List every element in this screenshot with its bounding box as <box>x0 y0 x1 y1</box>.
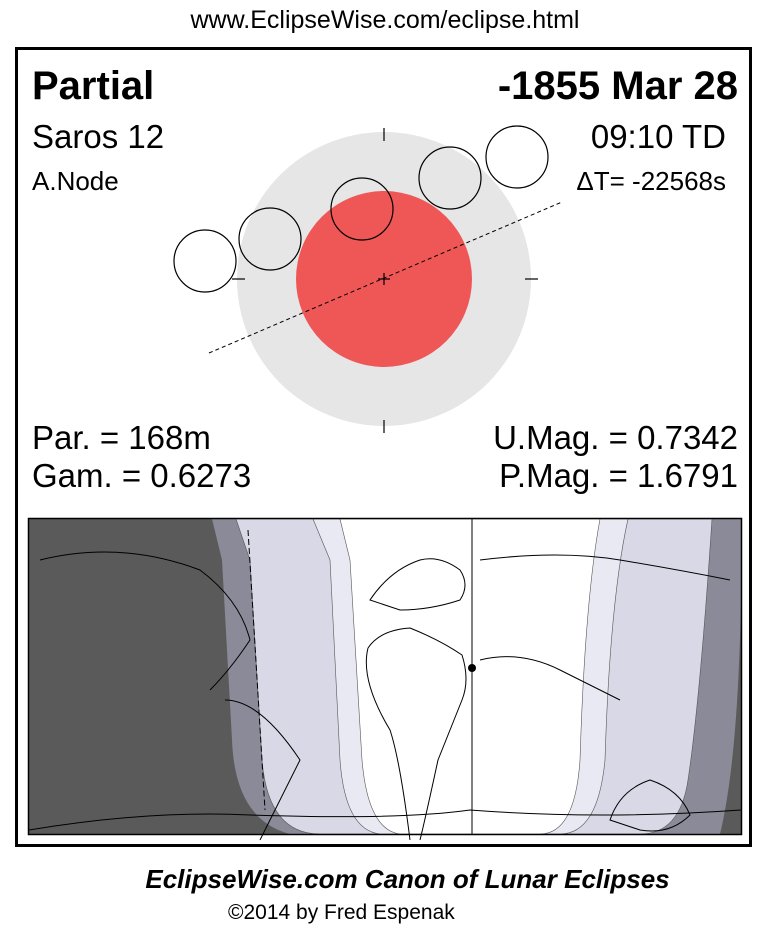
umbral-magnitude: U.Mag. = 0.7342 <box>493 419 738 456</box>
antarctica-outline <box>28 809 742 831</box>
footer-title: EclipseWise.com Canon of Lunar Eclipses <box>145 864 670 894</box>
north-america-outline <box>39 551 251 691</box>
delta-t: ΔT= -22568s <box>576 166 726 196</box>
australia-outline <box>609 779 691 832</box>
visibility-map <box>27 517 743 841</box>
footer-copyright: ©2014 by Fred Espenak <box>228 901 455 924</box>
africa-west-outline <box>365 647 411 841</box>
map-border <box>27 517 743 836</box>
sub-lunar-point <box>468 664 476 672</box>
eclipse-type: Partial <box>32 64 155 108</box>
moon-position-greatest <box>330 177 394 241</box>
africa-outline <box>367 627 467 841</box>
eclipse-time: 09:10 TD <box>590 118 726 155</box>
partial-duration: Par. = 168m <box>32 419 211 456</box>
moon-position-u1 <box>238 207 302 271</box>
south-america-outline <box>224 699 301 841</box>
moon-position-p1 <box>173 229 237 293</box>
eclipse-panel <box>15 47 752 847</box>
ecliptic-path-line <box>208 201 563 354</box>
europe-outline <box>369 558 466 611</box>
saros-number: Saros 12 <box>32 118 165 155</box>
gamma-value: Gam. = 0.6273 <box>32 457 252 494</box>
penumbral-magnitude: P.Mag. = 1.6791 <box>499 457 738 494</box>
map-full-visibility-zone <box>339 518 601 835</box>
moon-position-p4 <box>485 125 549 189</box>
asia-outline <box>479 554 731 701</box>
moon-position-u4 <box>418 146 482 210</box>
eclipse-date: -1855 Mar 28 <box>497 64 738 108</box>
source-url: www.EclipseWise.com/eclipse.html <box>190 6 580 34</box>
node-label: A.Node <box>32 166 119 196</box>
map-dashed-boundary <box>247 529 266 811</box>
